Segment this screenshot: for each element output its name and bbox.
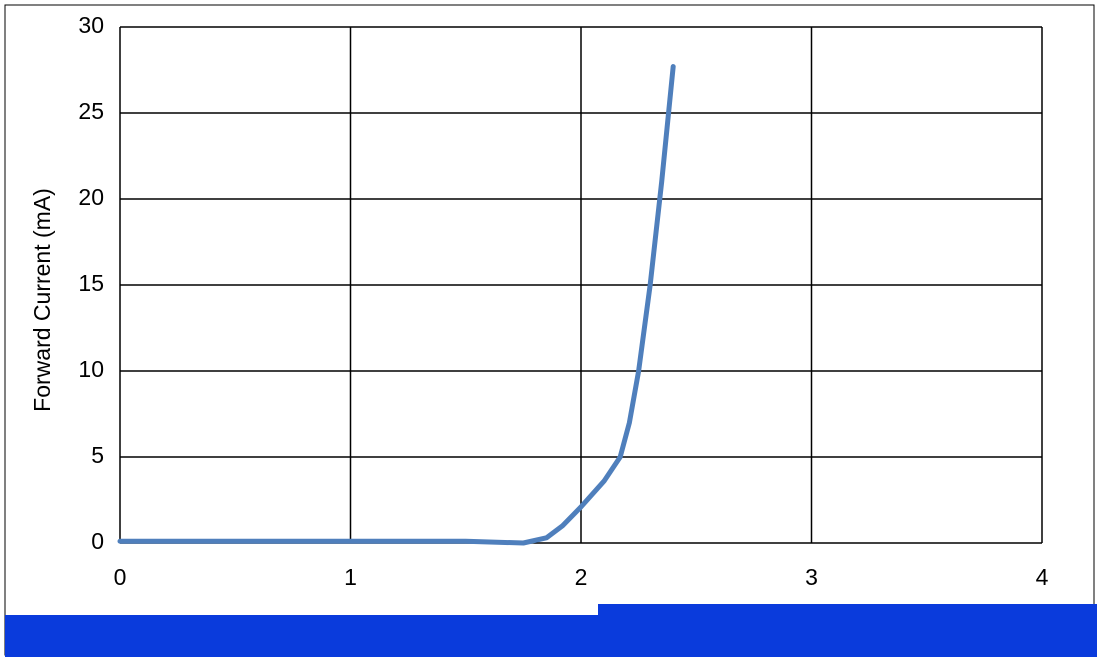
x-tick-label: 2 (575, 564, 588, 590)
y-tick-label: 20 (78, 184, 104, 210)
y-tick-label: 25 (78, 98, 104, 124)
data-line (117, 64, 676, 546)
x-tick-label: 1 (344, 564, 357, 590)
chart-frame (4, 4, 1095, 656)
y-tick-label: 10 (78, 356, 104, 382)
y-tick-label: 5 (91, 442, 104, 468)
y-tick-label: 15 (78, 270, 104, 296)
x-tick-label: 4 (1036, 564, 1049, 590)
x-tick-label: 3 (805, 564, 818, 590)
x-tick-label: 0 (114, 564, 127, 590)
y-axis-label: Forward Current (mA) (29, 188, 55, 412)
y-tick-label: 0 (91, 528, 104, 554)
y-tick-label: 30 (78, 12, 104, 38)
cover-bar (598, 604, 1097, 657)
